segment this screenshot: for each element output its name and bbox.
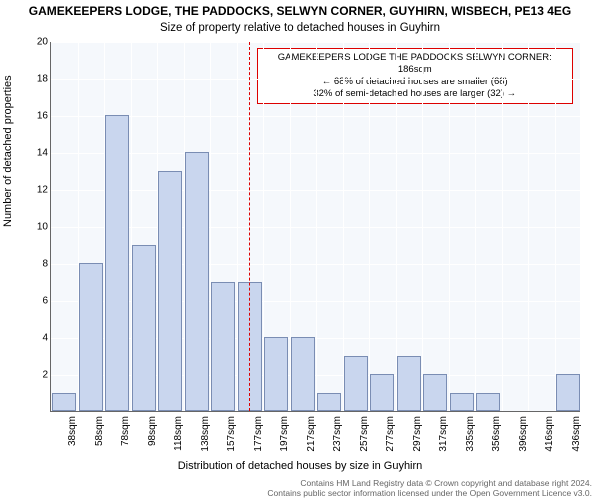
x-tick-label: 297sqm (412, 416, 423, 452)
chart-root: GAMEKEEPERS LODGE, THE PADDOCKS, SELWYN … (0, 0, 600, 500)
y-tick-label: 12 (36, 185, 48, 196)
bar (185, 152, 209, 411)
x-tick-label: 436sqm (571, 416, 582, 452)
chart-title-main: GAMEKEEPERS LODGE, THE PADDOCKS, SELWYN … (0, 4, 600, 18)
x-tick-label: 197sqm (279, 416, 290, 452)
footer: Contains HM Land Registry data © Crown c… (0, 478, 592, 498)
x-tick-label: 118sqm (173, 416, 184, 451)
y-tick-label: 8 (36, 259, 48, 270)
y-tick-label: 14 (36, 148, 48, 159)
bar (105, 115, 129, 411)
bar (211, 282, 235, 412)
bar (476, 393, 500, 412)
bar (370, 374, 394, 411)
bar (132, 245, 156, 412)
grid-line-v (528, 42, 529, 411)
y-tick-label: 6 (36, 296, 48, 307)
x-tick-label: 356sqm (491, 416, 502, 452)
x-axis-label: Distribution of detached houses by size … (0, 460, 600, 472)
bar (344, 356, 368, 412)
bar (423, 374, 447, 411)
grid-line-v (422, 42, 423, 411)
bar (264, 337, 288, 411)
y-tick-label: 18 (36, 74, 48, 85)
grid-line-v (502, 42, 503, 411)
x-tick-label: 277sqm (385, 416, 396, 452)
highlight-line (249, 42, 250, 411)
bar (450, 393, 474, 412)
x-tick-label: 58sqm (94, 416, 105, 446)
plot-area: GAMEKEEPERS LODGE THE PADDOCKS SELWYN CO… (50, 42, 580, 412)
x-tick-label: 237sqm (332, 416, 343, 452)
annotation-line-3: 32% of semi-detached houses are larger (… (264, 88, 566, 100)
grid-line-v (316, 42, 317, 411)
y-tick-label: 20 (36, 37, 48, 48)
x-tick-label: 217sqm (306, 416, 317, 452)
bar (158, 171, 182, 412)
chart-title-sub: Size of property relative to detached ho… (0, 22, 600, 34)
y-tick-label: 16 (36, 111, 48, 122)
grid-line-v (555, 42, 556, 411)
x-tick-label: 98sqm (147, 416, 158, 446)
x-tick-label: 157sqm (226, 416, 237, 452)
bar (317, 393, 341, 412)
y-tick-label: 10 (36, 222, 48, 233)
grid-line-v (475, 42, 476, 411)
x-tick-label: 416sqm (544, 416, 555, 452)
x-tick-label: 317sqm (438, 416, 449, 452)
bar (52, 393, 76, 412)
y-axis-label: Number of detached properties (2, 75, 14, 227)
y-tick-label: 4 (36, 333, 48, 344)
x-tick-label: 38sqm (67, 416, 78, 446)
x-tick-label: 138sqm (200, 416, 211, 452)
bar (79, 263, 103, 411)
bar (238, 282, 262, 412)
bar (556, 374, 580, 411)
annotation-box: GAMEKEEPERS LODGE THE PADDOCKS SELWYN CO… (257, 48, 573, 104)
x-tick-label: 177sqm (253, 416, 264, 452)
annotation-line-2: ← 68% of detached houses are smaller (68… (264, 76, 566, 88)
footer-line-1: Contains HM Land Registry data © Crown c… (0, 478, 592, 488)
grid-line-v (449, 42, 450, 411)
x-tick-label: 257sqm (359, 416, 370, 452)
annotation-line-1: GAMEKEEPERS LODGE THE PADDOCKS SELWYN CO… (264, 52, 566, 76)
bar (397, 356, 421, 412)
x-tick-label: 78sqm (120, 416, 131, 446)
x-tick-label: 396sqm (518, 416, 529, 452)
bar (291, 337, 315, 411)
footer-line-2: Contains public sector information licen… (0, 488, 592, 498)
x-tick-label: 335sqm (465, 416, 476, 452)
y-tick-label: 2 (36, 370, 48, 381)
grid-line-v (369, 42, 370, 411)
